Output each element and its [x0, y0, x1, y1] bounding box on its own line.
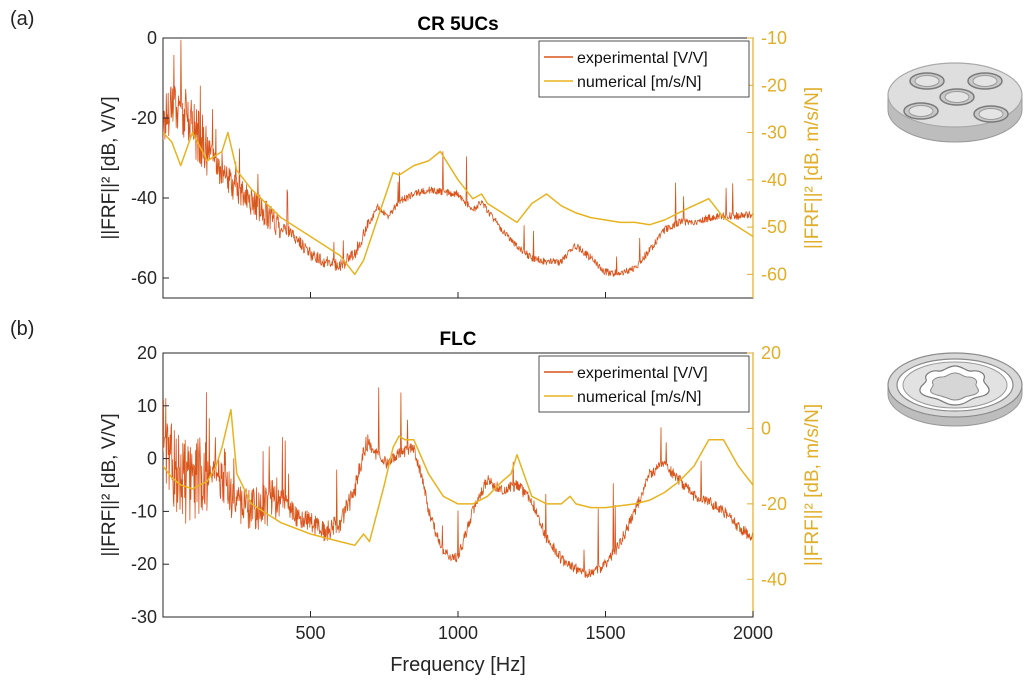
legend-box: [538, 40, 750, 98]
y-tick-label-right: -20: [761, 494, 787, 514]
panel-label-a: (a): [10, 8, 35, 30]
y-tick-label-right: -10: [761, 28, 787, 48]
y-tick-label-left: -20: [131, 554, 157, 574]
chart-panel-a: 0 -20 -40 -60 -10 -20 -30 -40 -50 -60 CR 5UCs ||FRF…: [99, 14, 823, 299]
series-group: [163, 39, 753, 277]
y-tick-label-right: 20: [761, 343, 781, 363]
y-tick-label-right: -40: [761, 569, 787, 589]
x-tick-label: 2000: [733, 623, 773, 643]
series-line-numerical: [163, 408, 753, 547]
cr-5ucs-model-icon: [887, 62, 1023, 143]
y-tick-label-right: -60: [761, 264, 787, 284]
y-tick-label-left: 20: [137, 343, 157, 363]
chart-panel-b: 20 10 0 -10 -20 -30 20 0 -20 -40 500 1000 1500 2000 FL…: [99, 329, 823, 676]
y-tick-label-right: 0: [761, 418, 771, 438]
y-tick-label-left: 0: [147, 28, 157, 48]
y-tick-label-left: 10: [137, 396, 157, 416]
legend: experimental [V/V] numerical [m/s/N]: [538, 355, 750, 413]
series-group: [163, 387, 753, 579]
y-tick-label-right: -40: [761, 170, 787, 190]
y-axis-label-right: ||FRF||² [dB, m/s/N]: [802, 404, 823, 566]
panel-label-b: (b): [10, 318, 35, 340]
y-tick-label-right: -30: [761, 123, 787, 143]
legend: experimental [V/V] numerical [m/s/N]: [538, 40, 750, 98]
x-axis-label: Frequency [Hz]: [390, 654, 526, 676]
y-tick-label-right: -20: [761, 75, 787, 95]
y-axis-label-left: ||FRF||² [dB, V/V]: [99, 413, 120, 556]
x-tick-label: 500: [295, 623, 325, 643]
x-tick-label: 1500: [585, 623, 625, 643]
chart-title: FLC: [440, 329, 477, 350]
x-tick-label: 1000: [438, 623, 478, 643]
y-tick-label-left: -10: [131, 501, 157, 521]
y-tick-label-left: -30: [131, 607, 157, 627]
chart-title: CR 5UCs: [417, 14, 498, 35]
y-axis-label-left: ||FRF||² [dB, V/V]: [99, 96, 120, 239]
flc-model-icon: [887, 352, 1023, 427]
legend-label-numerical: numerical [m/s/N]: [577, 389, 701, 406]
series-line-experimental: [163, 387, 753, 579]
legend-label-numerical: numerical [m/s/N]: [577, 74, 701, 91]
legend-label-experimental: experimental [V/V]: [577, 50, 708, 67]
y-tick-label-left: -60: [131, 268, 157, 288]
y-tick-label-left: -20: [131, 108, 157, 128]
y-tick-label-right: -50: [761, 217, 787, 237]
series-line-experimental: [163, 39, 753, 277]
series-line-numerical: [163, 131, 753, 276]
y-tick-label-left: 0: [147, 449, 157, 469]
legend-label-experimental: experimental [V/V]: [577, 365, 708, 382]
legend-box: [538, 355, 750, 413]
y-axis-label-right: ||FRF||² [dB, m/s/N]: [802, 87, 823, 249]
y-tick-label-left: -40: [131, 188, 157, 208]
